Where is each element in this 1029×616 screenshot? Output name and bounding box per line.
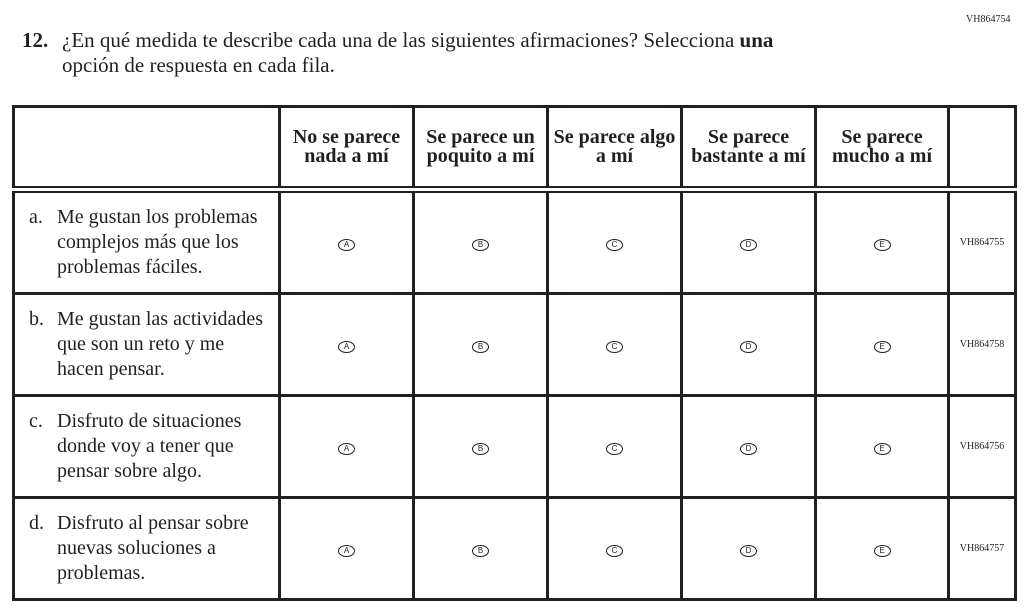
answer-bubble-a[interactable]: A xyxy=(338,340,355,353)
column-header: Se parece un poquito a mí xyxy=(412,105,549,193)
statement: a. Me gustan los problemas complejos más … xyxy=(12,188,281,295)
answer-bubble-b[interactable]: B xyxy=(472,442,489,455)
question-text-line2: opción de respuesta en cada fila. xyxy=(62,53,335,77)
item-code: VH864755 xyxy=(947,188,1017,295)
option-cell: B xyxy=(412,188,549,295)
answer-bubble-e[interactable]: E xyxy=(873,238,891,251)
question-id: VH864754 xyxy=(966,14,1011,25)
option-cell: A xyxy=(278,292,415,397)
statement: b. Me gustan las actividades que son un r… xyxy=(12,292,281,397)
option-cell: D xyxy=(680,188,817,295)
option-cell: E xyxy=(814,394,950,499)
header-blank xyxy=(12,105,281,193)
option-cell: A xyxy=(278,394,415,499)
answer-bubble-e[interactable]: E xyxy=(873,544,891,557)
answer-bubble-a[interactable]: A xyxy=(338,442,355,455)
answer-bubble-d[interactable]: D xyxy=(740,442,757,455)
statement-letter: b. xyxy=(29,308,44,330)
column-header: Se parece mucho a mí xyxy=(814,105,950,193)
option-cell: A xyxy=(278,188,415,295)
table-row: d. Disfruto al pensar sobre nuevas soluci… xyxy=(12,496,1017,601)
header-row: No se parece nada a mí Se parece un poqu… xyxy=(12,105,1017,193)
statement-text: Disfruto de situaciones donde voy a tene… xyxy=(57,410,242,482)
option-cell: E xyxy=(814,188,950,295)
answer-bubble-a[interactable]: A xyxy=(338,238,355,251)
option-cell: C xyxy=(546,394,683,499)
answer-bubble-c[interactable]: C xyxy=(606,238,623,251)
question-text: ¿En qué medida te describe cada una de l… xyxy=(62,28,740,52)
answer-bubble-b[interactable]: B xyxy=(472,544,489,557)
question-prompt: 12. ¿En qué medida te describe cada una d… xyxy=(22,28,773,78)
table-row: c. Disfruto de situaciones donde voy a te… xyxy=(12,394,1017,499)
statement-letter: a. xyxy=(29,206,43,228)
option-cell: C xyxy=(546,496,683,601)
option-cell: C xyxy=(546,292,683,397)
statement: d. Disfruto al pensar sobre nuevas soluci… xyxy=(12,496,281,601)
answer-bubble-e[interactable]: E xyxy=(873,340,891,353)
option-cell: B xyxy=(412,394,549,499)
option-cell: A xyxy=(278,496,415,601)
answer-bubble-d[interactable]: D xyxy=(740,544,757,557)
statement-text: Me gustan los problemas complejos más qu… xyxy=(57,206,258,278)
statement-letter: c. xyxy=(29,410,43,432)
statement-text: Me gustan las actividades que son un ret… xyxy=(57,308,264,380)
answer-bubble-d[interactable]: D xyxy=(740,340,757,353)
item-code: VH864758 xyxy=(947,292,1017,397)
answer-bubble-b[interactable]: B xyxy=(472,340,489,353)
question-emphasis: una xyxy=(739,28,774,52)
answer-bubble-c[interactable]: C xyxy=(606,442,623,455)
item-code: VH864756 xyxy=(947,394,1017,499)
response-grid: No se parece nada a mí Se parece un poqu… xyxy=(12,105,1017,601)
column-header: Se parece algo a mí xyxy=(546,105,683,193)
column-header: No se parece nada a mí xyxy=(278,105,415,193)
statement: c. Disfruto de situaciones donde voy a te… xyxy=(12,394,281,499)
option-cell: D xyxy=(680,292,817,397)
answer-bubble-b[interactable]: B xyxy=(472,238,489,251)
question-number: 12. xyxy=(22,28,49,52)
option-cell: D xyxy=(680,496,817,601)
column-header: Se parece bastante a mí xyxy=(680,105,817,193)
statement-text: Disfruto al pensar sobre nuevas solucion… xyxy=(57,512,249,584)
answer-bubble-c[interactable]: C xyxy=(606,340,623,353)
answer-bubble-e[interactable]: E xyxy=(873,442,891,455)
item-code: VH864757 xyxy=(947,496,1017,601)
option-cell: C xyxy=(546,188,683,295)
statement-letter: d. xyxy=(29,512,44,534)
table-row: b. Me gustan las actividades que son un r… xyxy=(12,292,1017,397)
answer-bubble-d[interactable]: D xyxy=(740,238,757,251)
header-code-blank xyxy=(947,105,1017,193)
option-cell: D xyxy=(680,394,817,499)
table-row: a. Me gustan los problemas complejos más … xyxy=(12,188,1017,295)
option-cell: E xyxy=(814,292,950,397)
option-cell: B xyxy=(412,292,549,397)
option-cell: B xyxy=(412,496,549,601)
answer-bubble-c[interactable]: C xyxy=(606,544,623,557)
option-cell: E xyxy=(814,496,950,601)
answer-bubble-a[interactable]: A xyxy=(338,544,355,557)
